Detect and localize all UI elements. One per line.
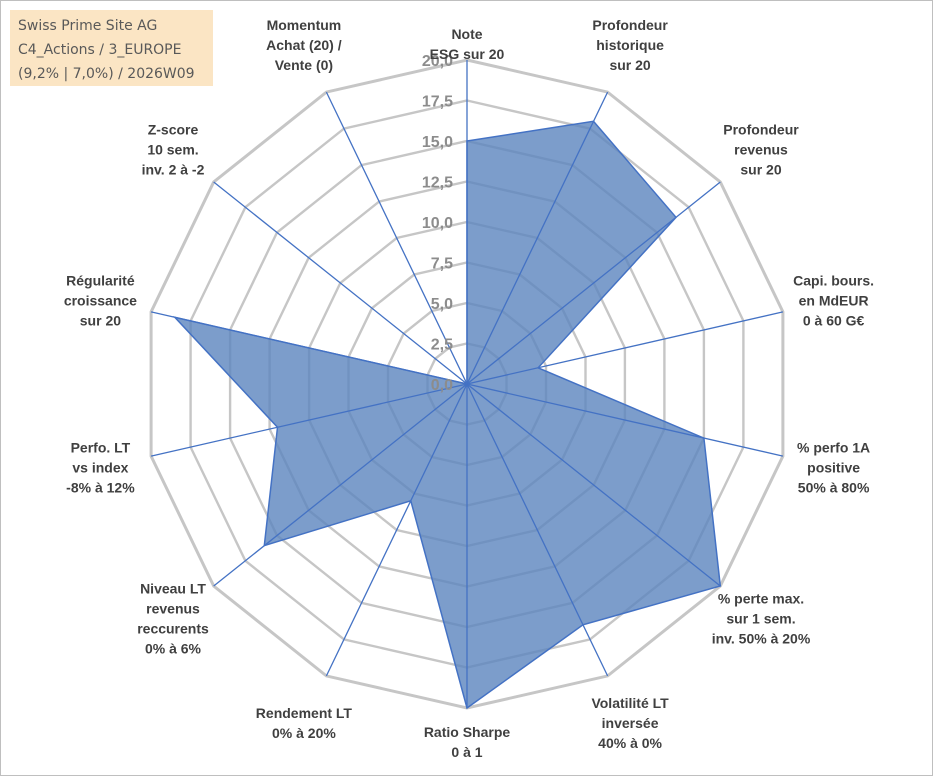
tick-label: 2,5 <box>431 337 453 354</box>
axis-spoke <box>325 91 468 385</box>
tick-label: 17,5 <box>422 94 453 111</box>
tick-label: 15,0 <box>422 134 453 151</box>
axis-label: % perte max. <box>718 590 804 606</box>
axis-label: positive <box>807 460 860 476</box>
tick-label-layer: 0,0 2,5 5,0 7,5 10,0 12,5 15,0 17,5 20,0 <box>422 53 453 394</box>
axis-label: 40% à 0% <box>598 735 662 751</box>
axis-label: historique <box>596 37 664 53</box>
axis-label: croissance <box>64 292 137 308</box>
axis-label-layer: Note ESG sur 20 Profondeur historique sur 20… <box>64 17 874 760</box>
axis-spoke <box>325 383 468 677</box>
axis-spoke <box>466 311 784 385</box>
axis-label: Perfo. LT <box>71 440 131 456</box>
axis-label: 0% à 20% <box>272 725 336 741</box>
tick-label: 10,0 <box>422 215 453 232</box>
category-label: C4_Actions / 3_EUROPE <box>18 42 182 58</box>
axis-spoke <box>466 181 721 385</box>
axis-label: Rendement LT <box>256 705 353 721</box>
axis-label: sur 20 <box>80 312 121 328</box>
axis-label: sur 20 <box>740 162 781 178</box>
axis-label: revenus <box>734 142 788 158</box>
tick-label: 20,0 <box>422 53 453 70</box>
axis-label: ESG sur 20 <box>430 46 505 62</box>
tick-label: 0,0 <box>431 377 453 394</box>
axis-label: inv. 50% à 20% <box>712 630 811 646</box>
axis-label: Achat (20) / <box>266 37 342 53</box>
spoke-layer <box>150 60 784 708</box>
axis-label: Profondeur <box>592 17 668 33</box>
axis-label: 0% à 6% <box>145 640 202 656</box>
axis-label: -8% à 12% <box>66 480 135 496</box>
tick-label: 12,5 <box>422 175 453 192</box>
axis-label: Z-score <box>148 122 199 138</box>
axis-label: Niveau LT <box>140 580 206 596</box>
series-area <box>172 120 722 710</box>
summary-label: (9,2% | 7,0%) / 2026W09 <box>18 66 195 82</box>
axis-label: Régularité <box>66 272 135 288</box>
axis-label: Note <box>451 26 482 42</box>
axis-label: Vente (0) <box>275 57 333 73</box>
tick-label: 5,0 <box>431 296 453 313</box>
info-box: Swiss Prime Site AG C4_Actions / 3_EUROP… <box>10 10 213 86</box>
axis-spoke <box>213 181 468 385</box>
axis-label: Volatilité LT <box>591 695 669 711</box>
axis-label: inv. 2 à -2 <box>142 162 205 178</box>
axis-spoke <box>466 383 609 677</box>
axis-label: inversée <box>602 715 659 731</box>
axis-label: Momentum <box>267 17 342 33</box>
axis-label: en MdEUR <box>799 292 869 308</box>
axis-spoke <box>150 311 468 385</box>
axis-spoke <box>213 383 468 587</box>
axis-label: sur 1 sem. <box>726 610 795 626</box>
axis-label: 50% à 80% <box>798 480 870 496</box>
axis-spoke <box>466 383 784 457</box>
axis-label: % perfo 1A <box>797 440 870 456</box>
axis-label: 10 sem. <box>147 142 198 158</box>
axis-label: 0 à 60 G€ <box>803 312 865 328</box>
axis-label: sur 20 <box>609 57 650 73</box>
tick-label: 7,5 <box>431 256 453 273</box>
axis-label: Capi. bours. <box>793 272 874 288</box>
axis-label: vs index <box>72 460 128 476</box>
axis-label: revenus <box>146 600 200 616</box>
axis-label: reccurents <box>137 620 209 636</box>
company-name: Swiss Prime Site AG <box>18 18 158 34</box>
axis-label: Ratio Sharpe <box>424 724 511 740</box>
axis-label: 0 à 1 <box>451 744 482 760</box>
axis-label: Profondeur <box>723 122 799 138</box>
axis-spoke <box>466 383 721 587</box>
axis-spoke <box>466 91 609 385</box>
axis-spoke <box>150 383 468 457</box>
